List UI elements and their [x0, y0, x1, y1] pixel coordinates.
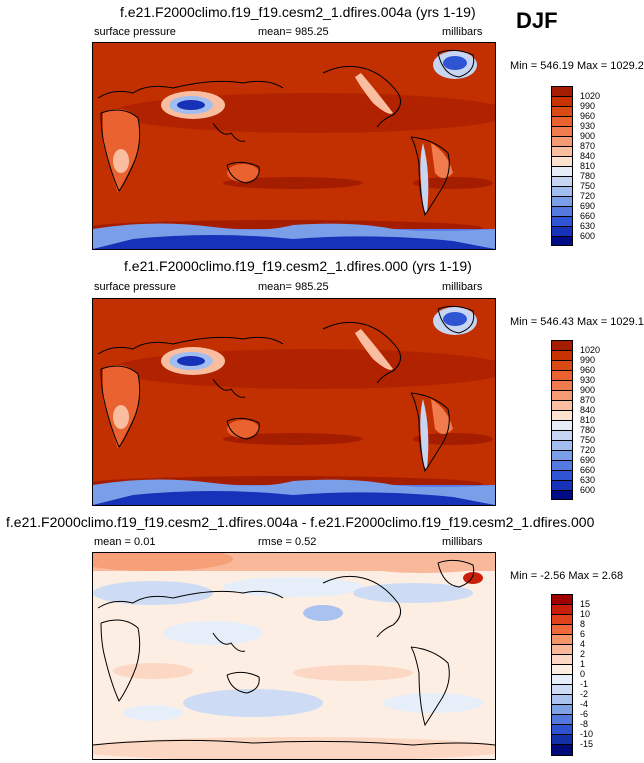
colorbar-tick-label: 780	[580, 171, 596, 181]
colorbar-tick-label: -10	[580, 729, 594, 739]
colorbar-tick-label: 990	[580, 355, 596, 365]
colorbar-tick-label: 690	[580, 455, 596, 465]
colorbar-tick-label: 960	[580, 365, 596, 375]
colorbar-tick-label: -2	[580, 689, 589, 699]
colorbar-tick-label: 1020	[580, 91, 601, 101]
colorbar-tick-label: -1	[580, 679, 589, 689]
colorbar-tick-label: 6	[580, 629, 586, 639]
colorbar-tick-label: 900	[580, 131, 596, 141]
colorbar-tick-label: 2	[580, 649, 586, 659]
colorbar-tick-label: 1020	[580, 345, 601, 355]
colorbar-tick-label: 4	[580, 639, 586, 649]
colorbar-tick-label: 930	[580, 375, 596, 385]
colorbar-tick-label: 840	[580, 405, 596, 415]
season-label: DJF	[516, 8, 558, 33]
colorbar-tick-label: 1	[580, 659, 586, 669]
colorbar-tick-label: 990	[580, 101, 596, 111]
colorbar-tick-label: -4	[580, 699, 589, 709]
colorbar-tick-label: 810	[580, 415, 596, 425]
colorbar-tick-label: 720	[580, 445, 596, 455]
panel3-map-field	[93, 553, 495, 759]
panel1-title: f.e21.F2000climo.f19_f19.cesm2_1.dfires.…	[120, 4, 476, 20]
colorbar-tick-label: 960	[580, 111, 596, 121]
panel1-colorbar	[551, 86, 573, 246]
colorbar-tick-label: 10	[580, 609, 591, 619]
panel1-mean-label: mean= 985.25	[258, 26, 329, 38]
colorbar-tick-label: 0	[580, 669, 586, 679]
panel2-variable-label: surface pressure	[94, 281, 176, 293]
colorbar-tick-label: 810	[580, 161, 596, 171]
colorbar-tick-label: 720	[580, 191, 596, 201]
colorbar-tick-label: 870	[580, 395, 596, 405]
colorbar-tick-label: 870	[580, 141, 596, 151]
colorbar-tick-label: -8	[580, 719, 589, 729]
panel1-map	[92, 42, 496, 250]
panel2-mean-label: mean= 985.25	[258, 281, 329, 293]
panel3-minmax: Min = -2.56 Max = 2.68	[510, 570, 624, 582]
panel3-mean-label: mean = 0.01	[94, 536, 156, 548]
colorbar-tick-label: 660	[580, 465, 596, 475]
colorbar-tick-label: 750	[580, 435, 596, 445]
panel2-title: f.e21.F2000climo.f19_f19.cesm2_1.dfires.…	[124, 258, 472, 274]
colorbar-tick-label: 630	[580, 221, 596, 231]
colorbar-tick-label: 780	[580, 425, 596, 435]
colorbar-tick-label: 900	[580, 385, 596, 395]
colorbar-tick-label: 690	[580, 201, 596, 211]
panel3-rmse-label: rmse = 0.52	[258, 536, 317, 548]
panel2-units-label: millibars	[442, 281, 483, 293]
panel2-minmax: Min = 546.43 Max = 1029.10	[510, 316, 644, 328]
colorbar-tick-label: 600	[580, 231, 596, 241]
colorbar-tick-label: -15	[580, 739, 594, 749]
colorbar-tick-label: 840	[580, 151, 596, 161]
panel3-title: f.e21.F2000climo.f19_f19.cesm2_1.dfires.…	[6, 514, 595, 530]
panel1-units-label: millibars	[442, 26, 483, 38]
panel1-variable-label: surface pressure	[94, 26, 176, 38]
panel1-minmax: Min = 546.19 Max = 1029.22	[510, 60, 644, 72]
colorbar-tick-label: 930	[580, 121, 596, 131]
panel2-colorbar	[551, 340, 573, 500]
colorbar-tick-label: 660	[580, 211, 596, 221]
panel2-map-field	[93, 305, 495, 505]
colorbar-tick-label: 15	[580, 599, 591, 609]
panel3-map	[92, 552, 496, 760]
colorbar-tick-label: 750	[580, 181, 596, 191]
colorbar-tick-label: 600	[580, 485, 596, 495]
panel3-units-label: millibars	[442, 536, 483, 548]
colorbar-tick-label: -6	[580, 709, 589, 719]
panel2-map	[92, 298, 496, 506]
colorbar-tick-label: 8	[580, 619, 586, 629]
colorbar-tick-label: 630	[580, 475, 596, 485]
panel3-colorbar	[551, 594, 573, 756]
panel1-map-field	[93, 49, 495, 249]
